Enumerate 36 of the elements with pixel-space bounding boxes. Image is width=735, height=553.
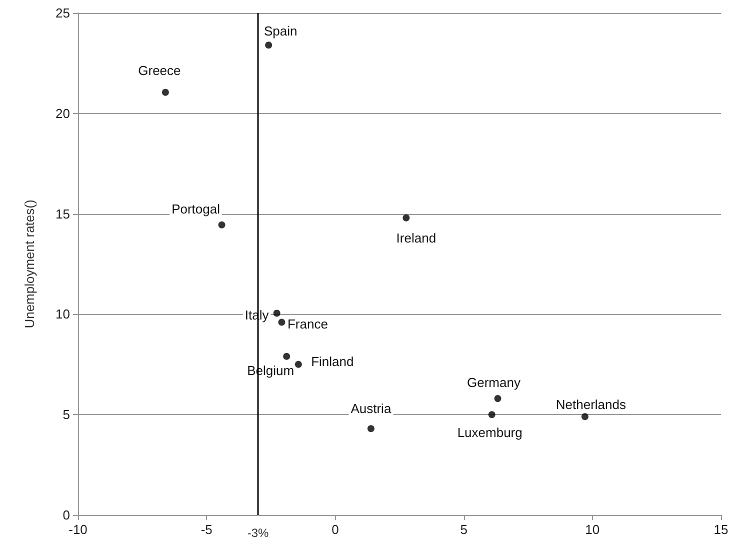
y-tick-label: 20 [56,106,70,121]
point [402,214,410,222]
y-tick-label: 5 [62,407,70,422]
x-tick-label: -5 [200,522,212,537]
annotation: Portogal [172,201,220,216]
point [488,411,496,418]
x-tick-label: 0 [332,522,339,537]
annotation: Spain [264,24,298,39]
x-tick-label: 5 [460,522,468,537]
point [162,88,169,96]
point [294,360,302,368]
point [581,413,588,420]
point [494,395,502,402]
x-tick-label: 15 [714,522,728,537]
x-tick-label: 10 [585,522,600,537]
point [283,352,290,360]
annotation: Netherlands [556,397,626,412]
y-tick-label: 10 [56,306,70,322]
y-tick-label: 25 [56,6,70,20]
annotation: Greece [138,62,181,78]
point [273,310,280,317]
y-tick-label: 15 [56,206,70,222]
annotation: Luxemburg [457,425,522,440]
annotation: Ireland [396,230,436,246]
annotation: Finland [311,354,354,369]
point [265,42,272,49]
x-tick-label: -10 [68,522,88,537]
point [218,221,226,228]
ref-line-label: -3% [247,526,270,540]
y-tick-label: 0 [62,508,70,522]
y-axis-title: Unemployment rates() [22,200,37,328]
annotation: France [287,316,328,332]
annotation: Austria [350,401,392,416]
annotation: Germany [467,375,521,390]
point [367,425,374,432]
point [278,318,286,326]
